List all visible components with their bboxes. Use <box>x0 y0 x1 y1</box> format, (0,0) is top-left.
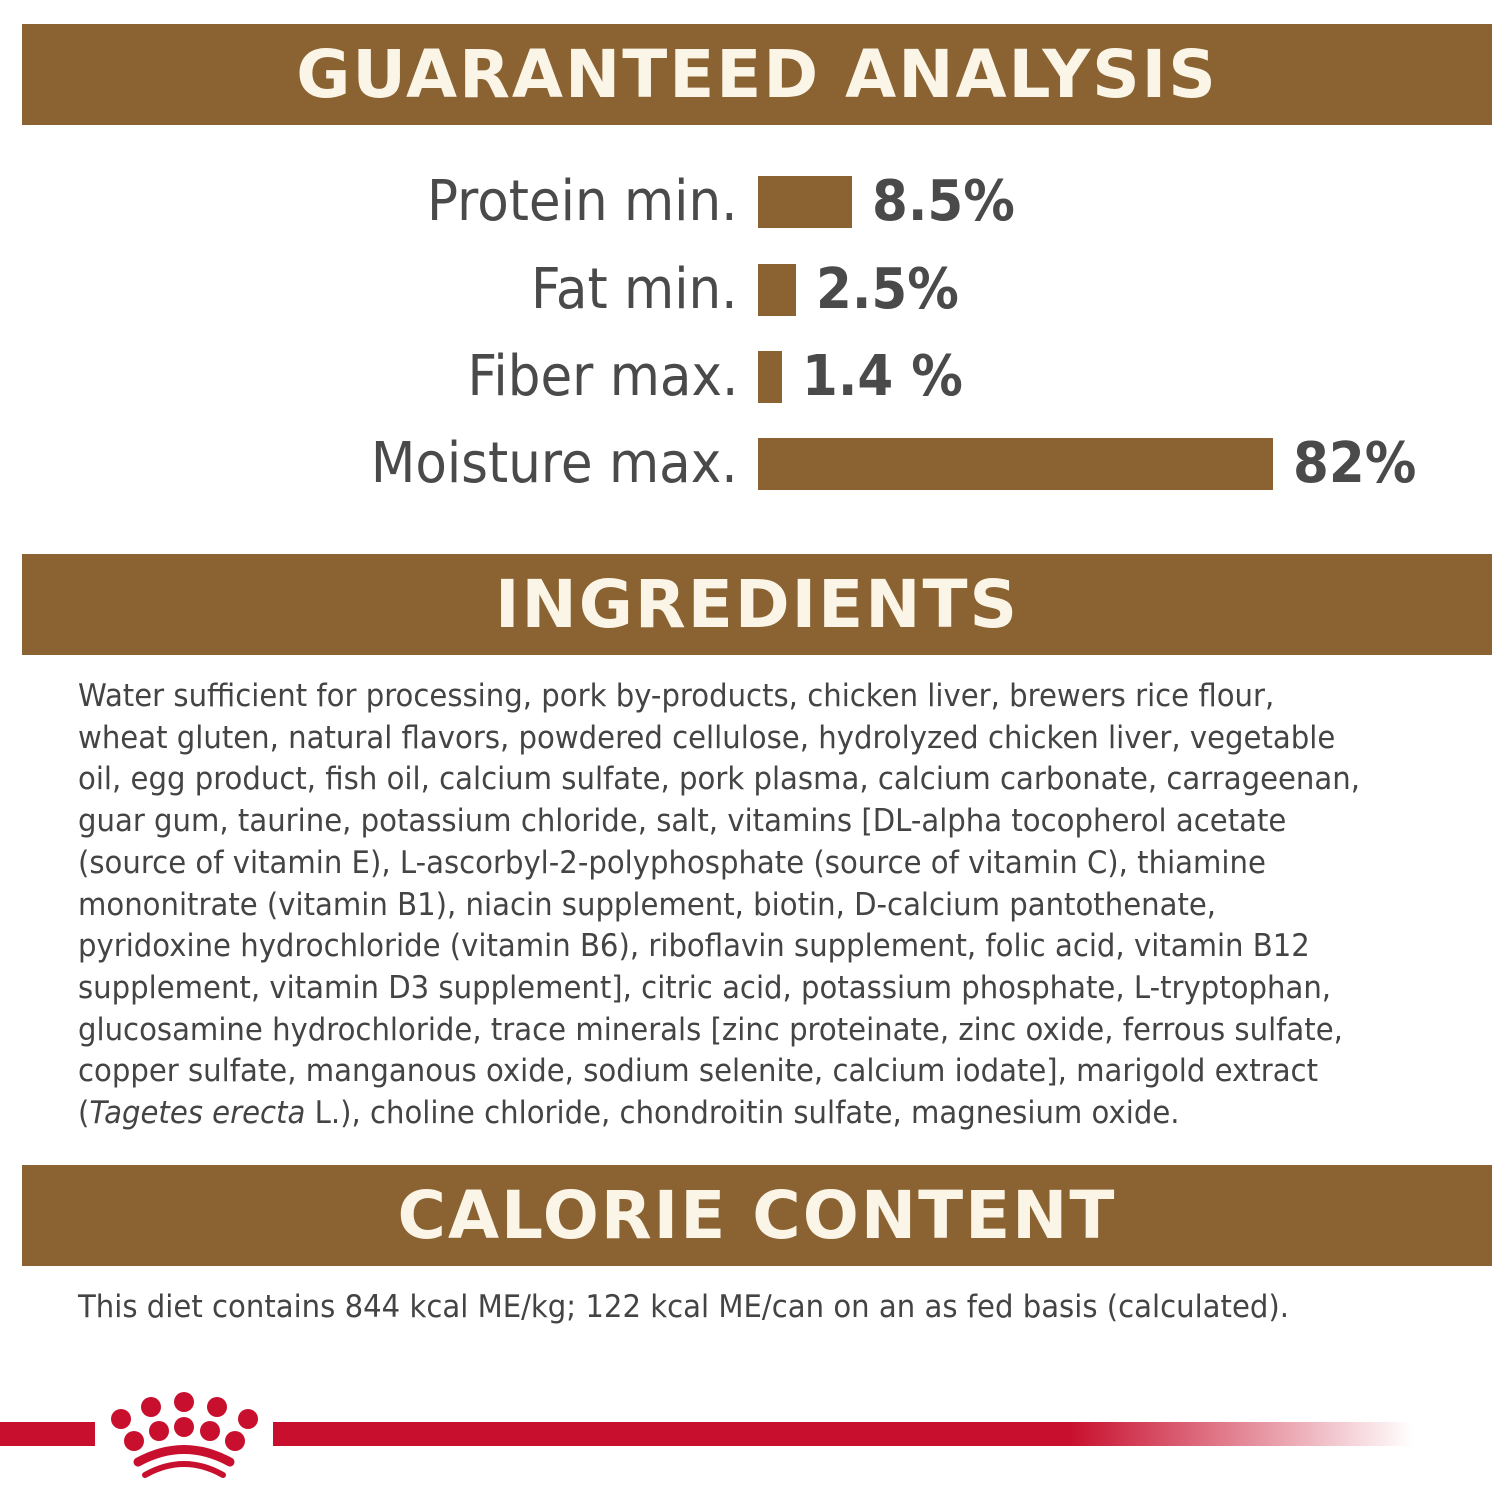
analysis-label: Moisture max. <box>371 431 738 496</box>
ingredients-text: Water sufficient for processing, pork by… <box>78 676 1442 1135</box>
ingredients-line: Water sufficient for processing, pork by… <box>78 678 1275 714</box>
section-title: INGREDIENTS <box>494 566 1020 643</box>
analysis-row-fiber: Fiber max. 1.4 % <box>0 347 1500 407</box>
ingredients-rest: L.), choline chloride, chondroitin sulfa… <box>305 1095 1180 1132</box>
ingredients-line: (source of vitamin E), L-ascorbyl-2-poly… <box>78 844 1266 881</box>
ingredients-line: pyridoxine hydrochloride (vitamin B6), r… <box>78 928 1310 965</box>
ingredients-line: guar gum, taurine, potassium chloride, s… <box>78 803 1287 840</box>
analysis-value: 2.5% <box>816 257 959 322</box>
ingredients-line: (Tagetes erecta L.), choline chloride, c… <box>78 1093 1360 1135</box>
latin-name: Tagetes erecta <box>89 1095 306 1132</box>
ingredients-line: oil, egg product, fish oil, calcium sulf… <box>78 761 1360 798</box>
analysis-value: 82% <box>1293 431 1417 496</box>
calorie-content-text: This diet contains 844 kcal ME/kg; 122 k… <box>78 1289 1290 1325</box>
analysis-label: Fiber max. <box>467 344 738 409</box>
analysis-bar <box>758 438 1273 490</box>
analysis-row-fat: Fat min. 2.5% <box>0 260 1500 320</box>
ingredients-line: copper sulfate, manganous oxide, sodium … <box>78 1053 1319 1090</box>
red-divider-left <box>0 1422 95 1446</box>
ingredients-line: mononitrate (vitamin B1), niacin supplem… <box>78 886 1217 923</box>
paren: ( <box>78 1095 90 1132</box>
analysis-bar <box>758 176 852 228</box>
ingredients-line: glucosamine hydrochloride, trace mineral… <box>78 1011 1343 1048</box>
analysis-value: 1.4 % <box>802 344 963 409</box>
section-title: GUARANTEED ANALYSIS <box>296 36 1218 113</box>
analysis-label: Protein min. <box>427 169 738 234</box>
crown-logo-icon <box>111 1392 258 1478</box>
analysis-bar <box>758 264 796 316</box>
ingredients-line: wheat gluten, natural flavors, powdered … <box>78 719 1336 756</box>
analysis-value: 8.5% <box>872 169 1015 234</box>
section-title: CALORIE CONTENT <box>397 1177 1117 1254</box>
ingredients-header: INGREDIENTS <box>22 554 1492 655</box>
red-divider-right <box>273 1422 1413 1446</box>
analysis-label: Fat min. <box>531 257 738 322</box>
calorie-content-header: CALORIE CONTENT <box>22 1165 1492 1266</box>
ingredients-line: supplement, vitamin D3 supplement], citr… <box>78 969 1332 1006</box>
guaranteed-analysis-header: GUARANTEED ANALYSIS <box>22 24 1492 125</box>
analysis-row-moisture: Moisture max. 82% <box>0 434 1500 494</box>
analysis-row-protein: Protein min. 8.5% <box>0 172 1500 232</box>
analysis-bar <box>758 351 782 403</box>
